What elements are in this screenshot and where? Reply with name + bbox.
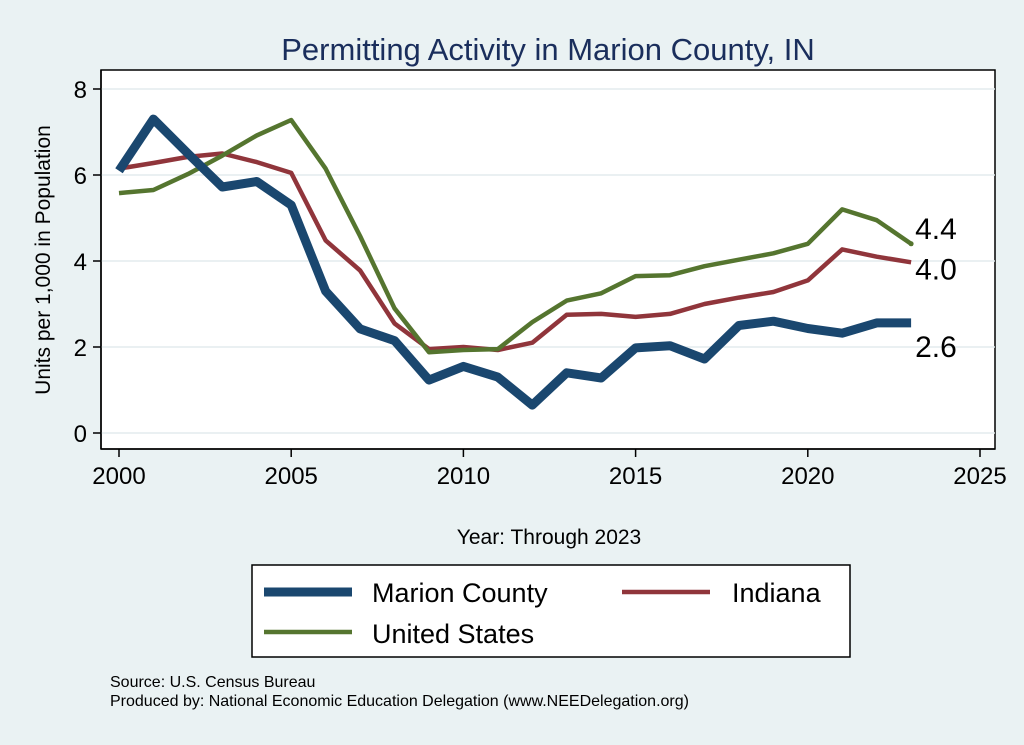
legend-label-indiana: Indiana <box>732 578 822 608</box>
x-axis-title: Year: Through 2023 <box>457 526 642 549</box>
ticks: 0 2 4 6 8 2000 2005 2010 2015 2020 2025 <box>74 77 1007 490</box>
x-tick-label: 2025 <box>953 463 1006 490</box>
y-axis-title: Units per 1,000 in Population <box>32 125 55 395</box>
y-tick-label: 2 <box>74 335 87 362</box>
series-layer <box>115 114 913 410</box>
x-tick-label: 2010 <box>437 463 490 490</box>
legend-label-us: United States <box>372 619 534 649</box>
x-tick-label: 2015 <box>609 463 662 490</box>
axes <box>100 70 995 450</box>
series-line-marion-county <box>115 114 912 410</box>
end-label-united-states: 4.4 <box>915 213 957 246</box>
y-tick-label: 4 <box>74 249 87 276</box>
produced-by-note: Produced by: National Economic Education… <box>110 693 689 710</box>
gridlines <box>101 88 995 434</box>
x-tick-label: 2020 <box>781 463 834 490</box>
chart-title: Permitting Activity in Marion County, IN <box>281 32 815 67</box>
y-tick-label: 8 <box>74 77 87 104</box>
y-tick-label: 0 <box>74 421 87 448</box>
source-note: Source: U.S. Census Bureau <box>110 674 316 691</box>
legend-box <box>251 564 851 658</box>
end-label-indiana: 4.0 <box>915 253 957 286</box>
y-tick-label: 6 <box>74 163 87 190</box>
end-labels: 2.6 4.0 4.4 <box>908 213 957 364</box>
series-line-united-states <box>118 117 913 355</box>
end-label-marion-county: 2.6 <box>915 331 957 364</box>
end-point-us <box>908 241 914 247</box>
x-tick-label: 2005 <box>265 463 318 490</box>
x-tick-label: 2000 <box>92 463 145 490</box>
legend: Marion County Indiana United States <box>251 564 851 658</box>
series-line-indiana <box>118 151 912 353</box>
legend-label-marion: Marion County <box>372 578 548 608</box>
